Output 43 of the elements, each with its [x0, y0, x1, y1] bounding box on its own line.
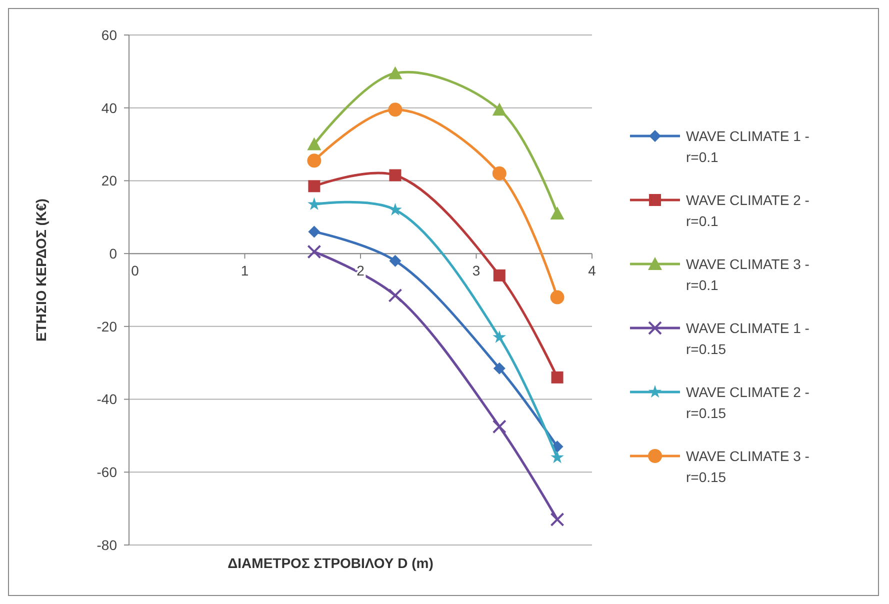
point [308, 226, 320, 238]
x-tick-label: 0 [131, 262, 140, 279]
point [550, 290, 564, 304]
y-tick-label: 20 [101, 172, 118, 189]
point [492, 420, 506, 434]
x-tick-label: 1 [240, 262, 249, 279]
legend-label: WAVE CLIMATE 1 - r=0.1 [686, 128, 810, 165]
point [550, 206, 564, 220]
point [493, 362, 506, 374]
point [388, 66, 402, 80]
point [307, 244, 322, 259]
point [388, 202, 402, 216]
y-tick-label: 40 [101, 100, 118, 116]
point [307, 154, 322, 168]
point [308, 180, 320, 192]
point [550, 512, 564, 526]
x-tick-label: 4 [588, 262, 596, 279]
point [389, 169, 402, 182]
point [493, 269, 506, 282]
y-tick-label: -60 [96, 464, 118, 480]
point [388, 288, 402, 302]
point [492, 102, 506, 116]
point [389, 254, 402, 267]
x-axis-title: ΔΙΑΜΕΤΡΟΣ ΣΤΡΟΒΙΛΟΥ D (m) [228, 555, 434, 571]
y-tick-label: -20 [96, 318, 118, 334]
point [307, 137, 322, 150]
point [308, 197, 321, 210]
point [388, 102, 402, 117]
legend-label: WAVE CLIMATE 1 - r=0.15 [686, 320, 810, 357]
y-axis-title: ΕΤΗΣΙΟ ΚΕΡΔΟΣ (K€) [33, 198, 49, 342]
legend-label: WAVE CLIMATE 3 - r=0.15 [686, 448, 810, 485]
y-tick-label: -80 [96, 536, 118, 553]
point [550, 450, 564, 464]
legend-label: WAVE CLIMATE 2 - r=0.1 [686, 192, 810, 229]
point [492, 166, 506, 180]
point [551, 371, 564, 384]
point [492, 330, 506, 344]
y-tick-label: 60 [101, 26, 118, 43]
legend-label: WAVE CLIMATE 2 - r=0.15 [686, 384, 810, 421]
legend-label: WAVE CLIMATE 3 - r=0.1 [686, 256, 810, 293]
x-tick-label: 3 [472, 262, 480, 279]
y-tick-label: -40 [96, 391, 118, 408]
y-tick-label: 0 [109, 245, 118, 262]
